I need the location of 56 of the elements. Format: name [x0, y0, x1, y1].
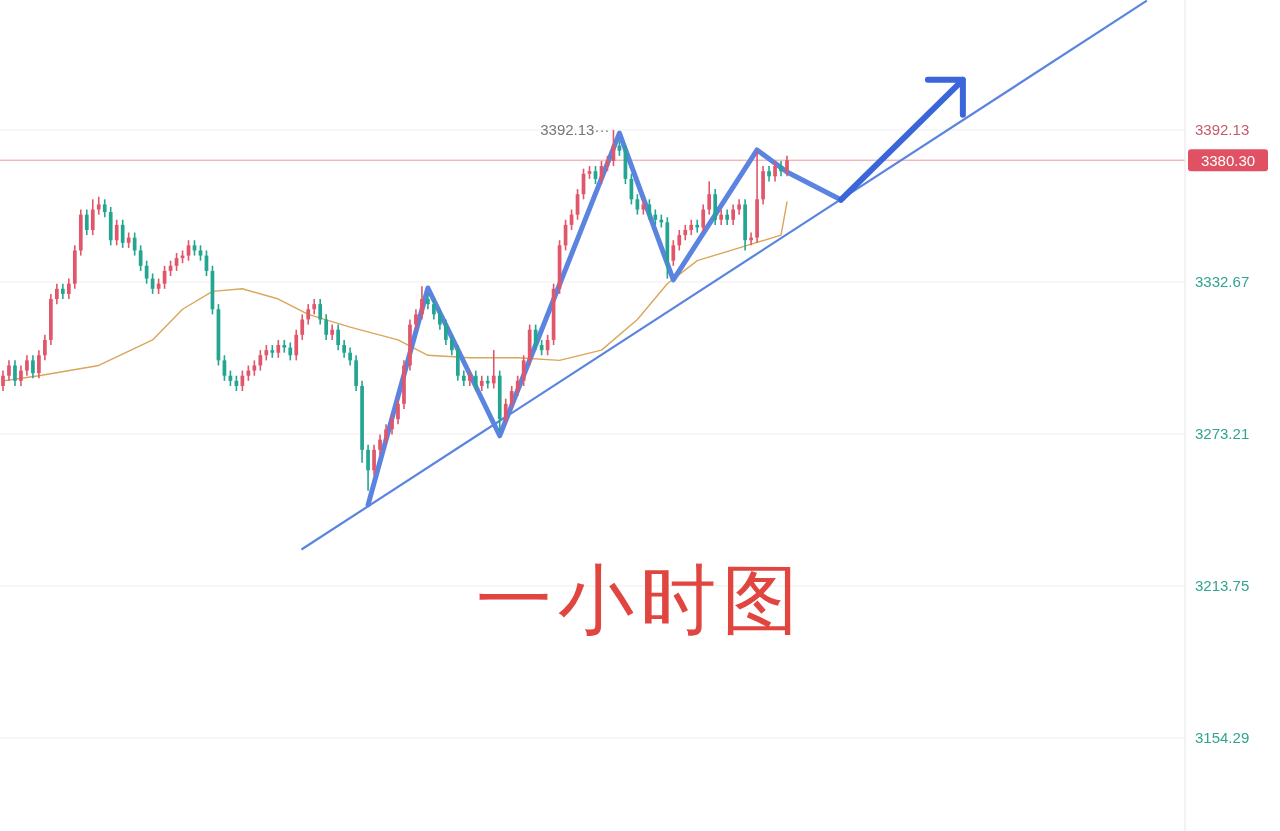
- y-tick-label: 3273.21: [1195, 425, 1250, 443]
- candlestick: [90, 198, 95, 236]
- candlestick: [366, 443, 370, 492]
- candlestick: [396, 397, 400, 426]
- y-tick-label: 3392.13: [1195, 121, 1250, 139]
- candlestick: [294, 328, 299, 362]
- y-tick-label: 3154.29: [1195, 729, 1250, 747]
- candlestick: [66, 277, 71, 300]
- candlestick: [55, 282, 59, 305]
- candlestick: [43, 334, 47, 362]
- candlestick: [31, 354, 35, 380]
- annotation: 一小时图: [476, 558, 804, 642]
- ref-line-label: 3380.30: [1200, 151, 1256, 169]
- candlestick: [318, 298, 323, 326]
- candlestick: [282, 339, 287, 354]
- candlestick: [1, 369, 5, 392]
- candlestick: [707, 180, 712, 216]
- candlestick: [438, 308, 442, 331]
- candlestick: [785, 155, 789, 178]
- candlestick: [7, 359, 11, 382]
- candlestick: [677, 229, 682, 252]
- candlestick: [120, 218, 125, 249]
- candlestick: [432, 298, 436, 321]
- candlestick: [509, 385, 514, 410]
- candlestick: [773, 160, 777, 183]
- candlestick: [503, 397, 508, 426]
- candlestick: [515, 374, 520, 397]
- candlestick: [473, 369, 478, 392]
- candlestick: [132, 231, 137, 257]
- y-tick-label: 3213.75: [1195, 577, 1250, 595]
- candlestick: [444, 318, 448, 346]
- candlestick: [671, 239, 676, 267]
- candlestick: [19, 364, 23, 387]
- candlestick: [324, 313, 329, 341]
- candlestick: [84, 208, 89, 236]
- annotation: 3392.13···: [540, 121, 610, 139]
- candlestick: [521, 354, 526, 387]
- candlestick: [450, 334, 454, 357]
- candlestick: [384, 423, 388, 446]
- candlestick: [414, 308, 418, 331]
- candlestick: [13, 359, 17, 387]
- candlestick: [306, 303, 311, 326]
- candlestick: [420, 285, 424, 321]
- y-tick-label: 3332.67: [1195, 273, 1250, 291]
- candlestick: [731, 203, 735, 226]
- candlestick: [300, 313, 305, 341]
- candlestick: [390, 413, 394, 436]
- candlestick: [372, 443, 376, 477]
- candlestick: [491, 349, 496, 390]
- candlestick: [114, 218, 119, 247]
- candlestick: [701, 203, 706, 234]
- candlestick: [25, 354, 29, 377]
- candlestick: [336, 323, 340, 351]
- candlestick: [37, 349, 41, 380]
- candlestick: [258, 349, 263, 372]
- candlestick: [378, 433, 382, 456]
